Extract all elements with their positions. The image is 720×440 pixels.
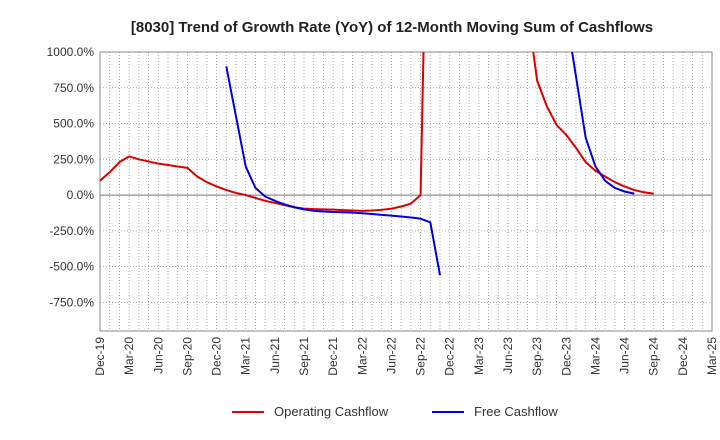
x-tick-label: Mar-22 bbox=[355, 337, 369, 375]
y-tick-label: -750.0% bbox=[49, 295, 94, 309]
x-tick-label: Sep-21 bbox=[297, 337, 311, 376]
x-tick-label: Mar-25 bbox=[705, 337, 719, 375]
x-tick-label: Dec-19 bbox=[93, 337, 107, 376]
x-tick-label: Mar-23 bbox=[472, 337, 486, 375]
series-line-free-cashflow bbox=[571, 52, 635, 195]
grid-layer bbox=[99, 51, 713, 331]
x-tick-label: Sep-24 bbox=[647, 337, 661, 376]
x-tick-label: Dec-21 bbox=[326, 337, 340, 376]
x-tick-label: Mar-24 bbox=[588, 337, 602, 375]
series-line-operating-cashflow bbox=[532, 52, 654, 195]
series-line-free-cashflow bbox=[225, 66, 441, 276]
series-layer bbox=[100, 52, 654, 276]
x-tick-label: Mar-20 bbox=[122, 337, 136, 375]
y-tick-label: -250.0% bbox=[49, 224, 94, 238]
series-line-operating-cashflow bbox=[100, 52, 425, 212]
y-tick-label: 0.0% bbox=[67, 188, 95, 202]
x-tick-label: Sep-23 bbox=[530, 337, 544, 376]
x-tick-label: Jun-24 bbox=[618, 337, 632, 374]
x-tick-label: Sep-22 bbox=[414, 337, 428, 376]
x-tick-label: Jun-21 bbox=[268, 337, 282, 374]
axis-layer: 1000.0% 750.0% 500.0% 250.0% 0.0% -250.0% -500… bbox=[47, 45, 719, 376]
x-tick-label: Sep-20 bbox=[180, 337, 194, 376]
x-tick-label: Jun-23 bbox=[501, 337, 515, 374]
legend-label-free-cashflow: Free Cashflow bbox=[474, 404, 558, 419]
legend: Operating Cashflow Free Cashflow bbox=[232, 404, 558, 419]
y-tick-label: 1000.0% bbox=[47, 45, 95, 59]
x-tick-label: Dec-22 bbox=[443, 337, 457, 376]
x-tick-label: Dec-20 bbox=[210, 337, 224, 376]
x-tick-label: Dec-23 bbox=[559, 337, 573, 376]
x-tick-label: Dec-24 bbox=[676, 337, 690, 376]
x-tick-label: Jun-22 bbox=[384, 337, 398, 374]
legend-label-operating-cashflow: Operating Cashflow bbox=[274, 404, 389, 419]
y-tick-label: -500.0% bbox=[49, 260, 94, 274]
x-tick-label: Jun-20 bbox=[151, 337, 165, 374]
y-tick-label: 250.0% bbox=[53, 152, 94, 166]
y-tick-label: 750.0% bbox=[53, 81, 94, 95]
chart-title: [8030] Trend of Growth Rate (YoY) of 12-… bbox=[131, 19, 653, 36]
x-tick-label: Mar-21 bbox=[239, 337, 253, 375]
plot-frame bbox=[99, 51, 713, 332]
y-tick-label: 500.0% bbox=[53, 117, 94, 131]
